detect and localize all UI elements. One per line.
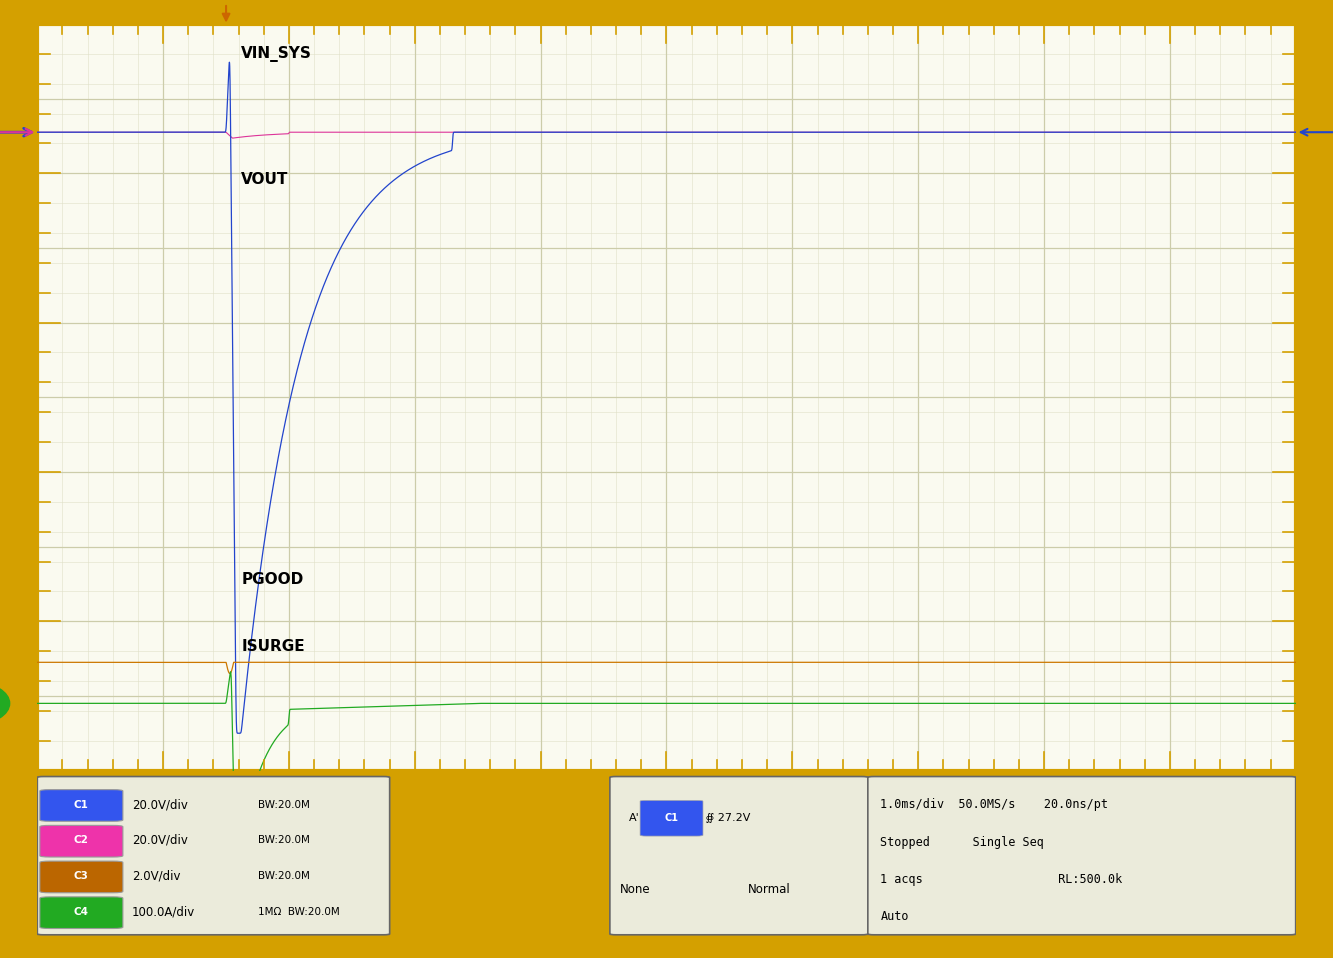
Text: PGOOD: PGOOD (241, 572, 304, 587)
Text: A': A' (629, 813, 640, 823)
Text: C1: C1 (665, 813, 678, 823)
Text: 20.0V/div: 20.0V/div (132, 833, 188, 847)
FancyBboxPatch shape (640, 800, 702, 836)
Text: BW:20.0M: BW:20.0M (257, 871, 309, 881)
FancyBboxPatch shape (40, 826, 123, 857)
Text: Stopped      Single Seq: Stopped Single Seq (880, 835, 1044, 849)
Text: 100.0A/div: 100.0A/div (132, 905, 195, 919)
Text: 1.0ms/div  50.0MS/s    20.0ns/pt: 1.0ms/div 50.0MS/s 20.0ns/pt (880, 798, 1109, 811)
FancyBboxPatch shape (40, 789, 123, 821)
FancyBboxPatch shape (40, 861, 123, 893)
Text: 1MΩ  BW:20.0M: 1MΩ BW:20.0M (257, 907, 340, 917)
FancyBboxPatch shape (868, 777, 1296, 935)
FancyBboxPatch shape (37, 777, 389, 935)
Text: BW:20.0M: BW:20.0M (257, 800, 309, 810)
Text: C4: C4 (73, 907, 89, 917)
FancyBboxPatch shape (40, 897, 123, 928)
Text: BW:20.0M: BW:20.0M (257, 835, 309, 845)
Text: C2: C2 (73, 835, 89, 845)
Text: Normal: Normal (748, 883, 790, 896)
FancyBboxPatch shape (611, 777, 868, 935)
Text: C1: C1 (73, 800, 89, 810)
Circle shape (0, 682, 9, 724)
Text: C3: C3 (73, 871, 89, 881)
Text: ∯ 27.2V: ∯ 27.2V (701, 813, 750, 823)
Text: VIN_SYS: VIN_SYS (241, 46, 312, 61)
Text: VOUT: VOUT (241, 172, 288, 188)
Text: Auto: Auto (880, 910, 909, 924)
Text: 20.0V/div: 20.0V/div (132, 798, 188, 811)
Text: 1 acqs                   RL:500.0k: 1 acqs RL:500.0k (880, 873, 1122, 886)
Text: ISURGE: ISURGE (241, 639, 305, 654)
Text: 2.0V/div: 2.0V/div (132, 870, 180, 882)
Text: None: None (620, 883, 651, 896)
